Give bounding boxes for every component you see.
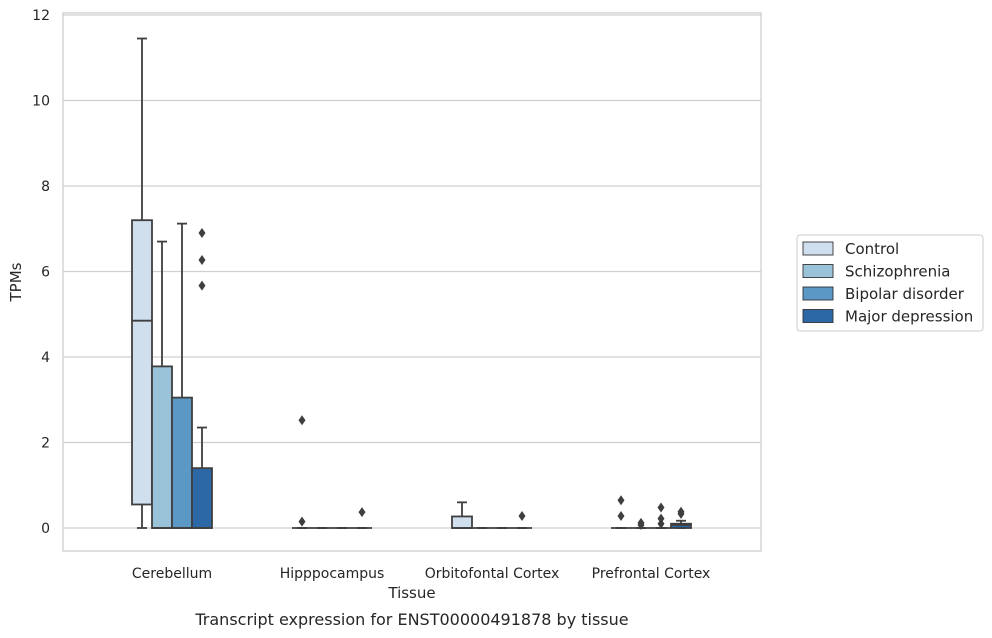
outlier-point [637, 517, 645, 528]
legend-swatch [802, 241, 834, 256]
legend-label: Bipolar disorder [845, 285, 965, 303]
legend-swatch [802, 286, 834, 301]
box-iqr [191, 467, 213, 529]
x-axis-label: Tissue [387, 584, 435, 602]
chart-caption: Transcript expression for ENST0000049187… [194, 610, 628, 629]
legend: Control Schizophrenia Bipolar disorder Majo… [796, 234, 984, 332]
outlier-point [298, 516, 306, 527]
outlier-point [198, 280, 206, 291]
legend-swatch [802, 309, 834, 323]
y-tick-label: 4 [41, 350, 50, 366]
outlier-point [617, 495, 625, 506]
box-3-3 [670, 519, 692, 529]
y-tick-label: 0 [41, 521, 50, 537]
outlier-points [198, 228, 685, 531]
legend-swatch [802, 264, 834, 278]
outlier-point [677, 506, 685, 517]
y-tick-label: 8 [41, 179, 50, 195]
legend-frame [796, 234, 984, 332]
outlier-point [617, 511, 625, 522]
x-tick-label: Prefrontal Cortex [592, 566, 711, 582]
legend-label: Control [845, 240, 899, 258]
box-iqr [131, 219, 153, 506]
y-tick-labels: 0 2 4 6 8 10 12 [32, 8, 50, 537]
x-tick-labels: Cerebellum Hipppocampus Orbitofontal Corte… [132, 566, 710, 582]
x-tick-label: Cerebellum [132, 566, 212, 582]
outlier-point [657, 502, 665, 513]
y-tick-label: 2 [41, 436, 50, 452]
box-0-1 [151, 240, 173, 529]
y-tick-label: 10 [32, 94, 50, 110]
x-tick-label: Hipppocampus [280, 566, 385, 582]
outlier-point [518, 511, 526, 522]
boxes [131, 37, 692, 529]
x-tick-label: Orbitofontal Cortex [425, 566, 560, 582]
y-axis-label: TPMs [7, 262, 25, 302]
outlier-point [198, 228, 206, 239]
outlier-point [298, 415, 306, 426]
legend-entries: Control Schizophrenia Bipolar disorder Majo… [802, 240, 973, 326]
box-iqr [151, 365, 173, 529]
box-0-2 [171, 222, 193, 529]
outlier-point [198, 254, 206, 265]
outlier-point [358, 507, 366, 518]
legend-label: Major depression [845, 308, 973, 326]
box-2-0 [451, 501, 473, 529]
outlier-point [657, 518, 665, 529]
y-tick-label: 6 [41, 265, 50, 281]
box-iqr [451, 515, 473, 529]
legend-label: Schizophrenia [845, 263, 950, 281]
box-0-0 [131, 37, 153, 529]
plot-frame [62, 12, 762, 552]
box-iqr [171, 396, 193, 529]
y-tick-label: 12 [32, 8, 50, 24]
outlier-point [657, 513, 665, 524]
box-0-3 [191, 426, 213, 529]
